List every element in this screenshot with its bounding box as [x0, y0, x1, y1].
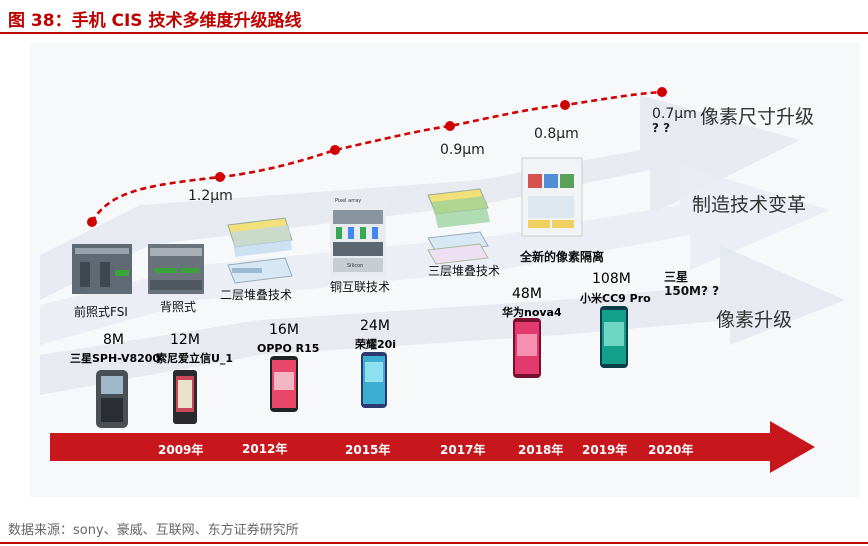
fsi-image: [72, 244, 132, 294]
phone-name-xiaomi: 小米CC9 Pro: [580, 292, 651, 305]
timeline-arrow: [50, 421, 815, 473]
pixel-size-0-8um: 0.8μm: [534, 126, 579, 142]
dimension-pixel-upgrade: 像素升级: [716, 309, 793, 331]
trend-point-07um: [657, 87, 667, 97]
phone-mp-16m: 16M: [269, 322, 299, 338]
phone-name-sonyericsson: 索尼爱立信U_1: [156, 352, 234, 365]
pixel-size-0-7um: 0.7μm: [652, 106, 697, 122]
bg-arrow-top: [40, 95, 800, 300]
trend-point-09um: [445, 121, 455, 131]
year-2020: 2020年: [648, 443, 694, 457]
year-2009: 2009年: [158, 443, 204, 457]
title-divider: [0, 32, 868, 34]
phone-mp-12m: 12M: [170, 332, 200, 348]
tech-cu-label: 铜互联技术: [330, 280, 391, 294]
phone-honor-image: [361, 352, 387, 408]
phone-xiaomi-image: [600, 306, 628, 368]
phone-name-huawei: 华为nova4: [502, 306, 562, 319]
tech-stack2-label: 二层堆叠技术: [220, 288, 293, 302]
source-note: 数据来源：sony、豪威、互联网、东方证券研究所: [8, 523, 299, 538]
year-2018: 2018年: [518, 443, 564, 457]
bsi-image: [148, 244, 204, 294]
trend-point-12um: [215, 172, 225, 182]
footer-divider: [0, 542, 868, 544]
phone-name-samsung: 三星SPH-V8200: [70, 352, 161, 365]
phone-mp-48m: 48M: [512, 286, 542, 302]
cu-image: [330, 198, 386, 276]
pixel-size-0-9um: 0.9μm: [440, 142, 485, 158]
tech-isolation-label: 全新的像素隔离: [520, 250, 605, 264]
dimension-pixel-size-upgrade: 像素尺寸升级: [700, 106, 815, 128]
pixel-size-1-2um: 1.2μm: [188, 188, 233, 204]
phone-sonyericsson-image: [173, 370, 197, 424]
year-2012: 2012年: [242, 442, 288, 456]
phone-name-oppo: OPPO R15: [257, 342, 320, 355]
phone-name-honor: 荣耀20i: [355, 338, 397, 351]
stack2-image: [227, 217, 293, 284]
trend-point-cu: [330, 145, 340, 155]
tech-bsi-label: 背照式: [160, 300, 197, 314]
phone-mp-24m: 24M: [360, 318, 390, 334]
year-2019: 2019年: [582, 443, 628, 457]
bg-arrow-bottom: [40, 245, 845, 395]
phone-mp-108m: 108M: [592, 271, 631, 287]
phone-mp-8m: 8M: [103, 332, 124, 348]
stack3-image: [427, 188, 490, 265]
cu-image-label-bottom: Silicon: [347, 263, 364, 269]
tech-stack3-label: 三层堆叠技术: [428, 264, 501, 278]
figure-title: 图 38：手机 CIS 技术多维度升级路线: [8, 11, 302, 31]
tech-fsi-label: 前照式FSI: [74, 305, 128, 319]
future-megapixels: 150M? ?: [664, 284, 720, 298]
future-brand: 三星: [664, 270, 689, 284]
phone-huawei-image: [513, 318, 541, 378]
phone-samsung-image: [96, 370, 128, 428]
phone-oppo-image: [270, 356, 298, 412]
year-2017: 2017年: [440, 443, 486, 457]
trend-point-fsi: [87, 217, 97, 227]
trend-point-08um: [560, 100, 570, 110]
cu-image-label-top: Pixel array: [335, 198, 362, 204]
year-2015: 2015年: [345, 443, 391, 457]
pixel-size-unknown: ? ?: [652, 121, 671, 135]
dimension-manufacturing-change: 制造技术变革: [692, 194, 807, 216]
isolation-image: [521, 157, 583, 237]
